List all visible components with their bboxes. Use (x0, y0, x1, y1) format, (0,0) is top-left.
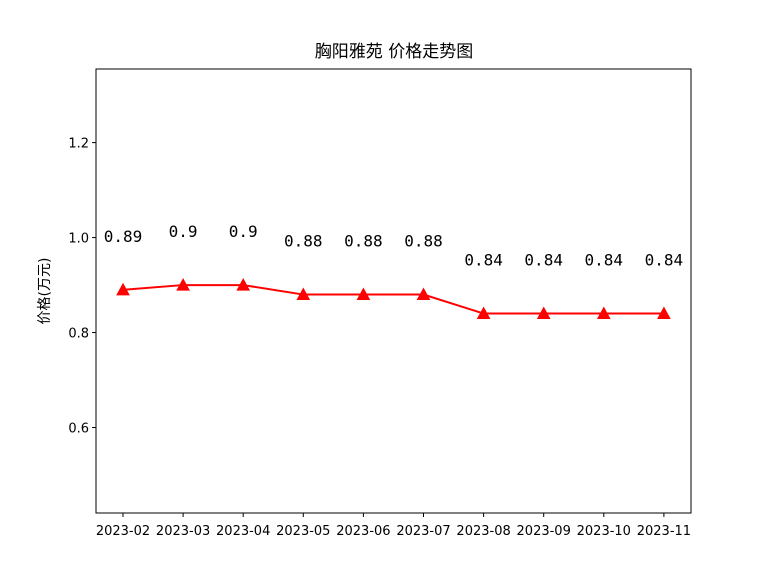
x-tick-label: 2023-07 (396, 524, 450, 539)
data-label: 0.84 (585, 251, 624, 270)
data-labels-group: 0.89 0.9 0.9 0.88 0.88 0.88 0.84 0.84 0.84 0.84 (104, 222, 683, 269)
y-tick-label: 0.6 (68, 422, 89, 437)
x-tick-label: 2023-05 (276, 524, 330, 539)
data-point-marker (116, 282, 130, 296)
data-label: 0.84 (645, 251, 684, 270)
data-point-marker (176, 278, 190, 291)
x-tick-label: 2023-02 (96, 524, 150, 539)
data-point-marker (236, 278, 251, 291)
series-group (116, 278, 671, 320)
series-line (122, 284, 664, 315)
data-label: 0.88 (284, 232, 323, 251)
y-axis-ticks: 0.6 0.8 1.0 1.2 (68, 137, 96, 437)
plot-area-frame (95, 68, 692, 514)
data-point-marker (657, 306, 671, 320)
data-label: 0.9 (169, 222, 198, 241)
data-point-marker (416, 287, 431, 301)
y-tick-label: 1.0 (68, 232, 89, 247)
x-tick-label: 2023-11 (637, 524, 691, 539)
data-label: 0.9 (229, 222, 258, 241)
x-tick-label: 2023-06 (336, 524, 390, 539)
x-tick-label: 2023-09 (517, 524, 571, 539)
x-tick-label: 2023-04 (216, 524, 270, 539)
x-axis-ticks: 2023-02 2023-03 2023-04 2023-05 2023-06 2023-… (96, 513, 691, 539)
data-label: 0.88 (344, 232, 383, 251)
x-tick-label: 2023-03 (156, 524, 210, 539)
data-point-marker (536, 306, 551, 320)
data-label: 0.89 (104, 227, 143, 246)
data-label: 0.88 (404, 232, 443, 251)
data-point-marker (476, 306, 491, 320)
y-tick-label: 0.8 (68, 327, 89, 342)
y-axis-label: 价格(万元) (37, 258, 53, 325)
data-point-marker (296, 287, 311, 301)
data-point-marker (356, 287, 371, 301)
x-tick-label: 2023-10 (577, 524, 631, 539)
data-point-marker (596, 306, 611, 320)
x-tick-label: 2023-08 (456, 524, 510, 539)
data-label: 0.84 (464, 251, 503, 270)
data-label: 0.84 (524, 251, 563, 270)
y-tick-label: 1.2 (68, 137, 89, 152)
chart-title: 胸阳雅苑 价格走势图 (315, 42, 473, 62)
